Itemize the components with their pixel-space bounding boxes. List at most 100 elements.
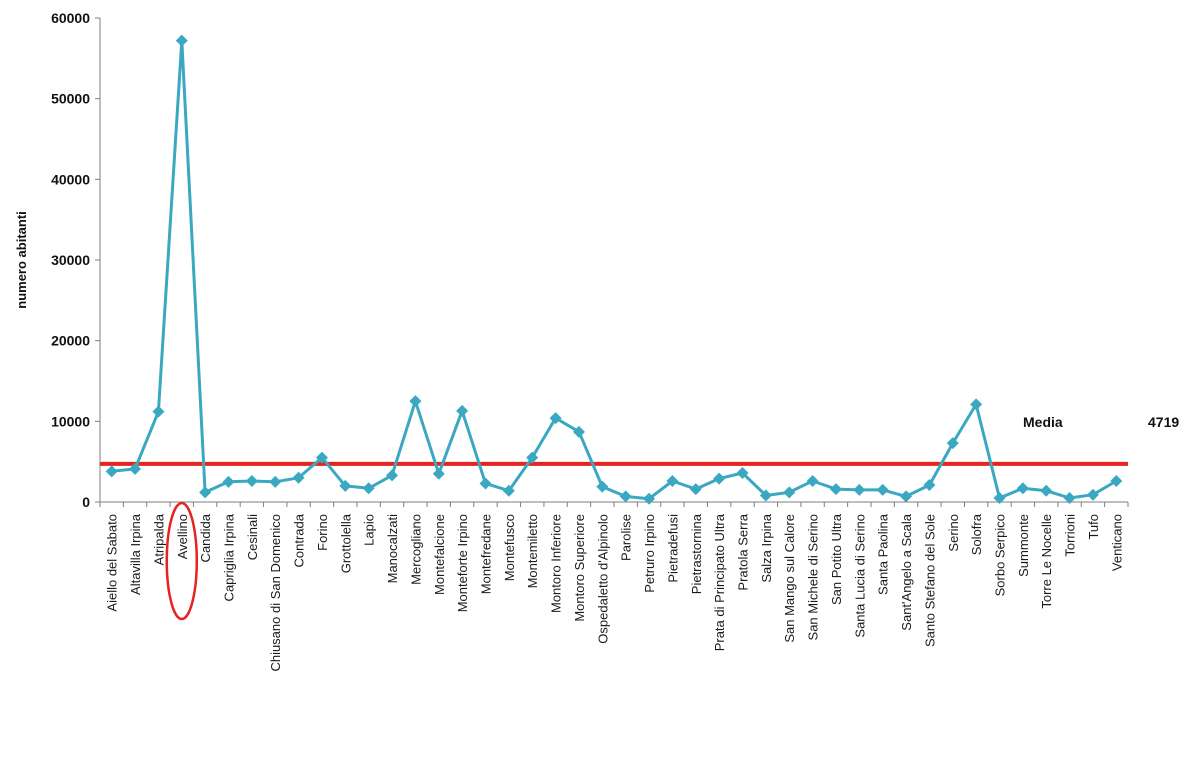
data-point [502,484,515,497]
x-tick-label: Pietradefusi [665,514,680,583]
x-tick-label: Monteforte Irpino [455,514,470,612]
data-point [876,483,889,496]
data-point [900,490,913,503]
x-tick-label: Summonte [1016,514,1031,577]
x-tick-label: Venticano [1109,514,1124,571]
x-tick-label: Montefredane [479,514,494,594]
x-tick-label: Forino [315,514,330,551]
x-tick-label: Torre Le Nocelle [1039,514,1054,609]
x-tick-label: Pratola Serra [736,513,751,590]
x-tick-label: Solofra [969,513,984,555]
data-point [829,483,842,496]
y-tick-label: 10000 [51,413,90,429]
data-point [596,480,609,493]
x-tick-label: Petruro Irpino [642,514,657,593]
data-point [619,490,632,503]
y-tick-label: 50000 [51,91,90,107]
y-tick-label: 20000 [51,333,90,349]
y-tick-label: 40000 [51,171,90,187]
x-tick-label: San Michele di Serino [806,514,821,640]
data-point [409,395,422,408]
data-point [993,491,1006,504]
data-point [1110,475,1123,488]
x-tick-label: Montefusco [502,514,517,581]
x-tick-label: Montemiletto [525,514,540,588]
data-point [1086,488,1099,501]
x-tick-label: Pietrastornina [689,513,704,594]
data-point [1063,491,1076,504]
data-point [479,477,492,490]
data-point [175,34,188,47]
highlight-group [165,501,199,621]
data-point [386,469,399,482]
data-point [129,462,142,475]
x-tick-label: Manocalzati [385,514,400,583]
x-tick-label: Sant'Angelo a Scala [899,513,914,630]
media-value: 4719 [1148,414,1179,430]
data-point [783,486,796,499]
y-tick-label: 30000 [51,252,90,268]
x-tick-label: San Mango sul Calore [782,514,797,643]
x-tick-label: Candida [198,513,213,562]
data-point [643,492,656,505]
x-tick-label: Mercogliano [408,514,423,585]
data-point [456,404,469,417]
data-point [970,398,983,411]
data-point [152,405,165,418]
data-point [1016,482,1029,495]
x-tick-label: Lapio [362,514,377,546]
x-tick-label: Capriglia Irpina [222,513,237,601]
x-tick-label: Santa Lucia di Serino [852,514,867,638]
x-tick-label: Avellino [175,514,190,559]
data-point [245,475,258,488]
series-line-group [105,34,1123,505]
data-point [549,412,562,425]
data-point [923,479,936,492]
x-tick-label: Sorbo Serpico [993,514,1008,596]
x-tick-label: Grottolella [338,513,353,573]
y-axis: 0 10000 20000 30000 40000 50000 60000 [51,10,101,510]
x-tick-label: Montefalcione [432,514,447,595]
y-tick-label: 60000 [51,10,90,26]
data-point [269,475,282,488]
data-point [292,471,305,484]
data-point [315,451,328,464]
data-point [689,483,702,496]
x-tick-label: Parolise [619,514,634,561]
x-tick-label: Montoro Superiore [572,514,587,622]
data-point [222,475,235,488]
data-point [362,482,375,495]
x-tick-label: Santa Paolina [876,513,891,595]
data-point [572,425,585,438]
data-point [339,479,352,492]
data-point [1040,484,1053,497]
media-label: Media [1023,414,1063,430]
x-tick-label: Chiusano di San Domenico [268,514,283,672]
data-point [713,472,726,485]
x-tick-label: Tufo [1086,514,1101,540]
x-tick-label: Salza Irpina [759,513,774,582]
data-point [946,437,959,450]
x-tick-label: San Potito Ultra [829,513,844,605]
y-axis-label: numero abitanti [14,211,29,309]
data-point [432,467,445,480]
data-point [199,486,212,499]
data-point [806,475,819,488]
data-point [853,483,866,496]
x-tick-label: Cesinali [245,514,260,560]
data-point [526,451,539,464]
x-tick-label: Torrioni [1063,514,1078,557]
x-tick-label: Atripalda [151,513,166,565]
x-tick-label: Contrada [292,513,307,567]
x-axis: Aiello del Sabato Altavilla Irpina Atripal… [99,501,1129,672]
x-tick-label: Santo Stefano del Sole [922,514,937,647]
x-tick-label: Aiello del Sabato [105,514,120,612]
x-tick-label: Prata di Principato Ultra [712,513,727,651]
x-tick-label: Altavilla Irpina [128,513,143,595]
highlight-ellipse [165,501,199,621]
data-point [105,465,118,478]
data-point [736,466,749,479]
y-tick-label: 0 [82,494,90,510]
data-point [759,489,772,502]
